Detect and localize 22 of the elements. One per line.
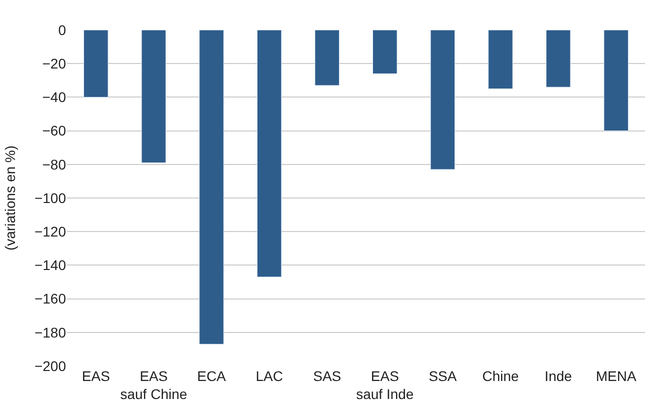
y-tick-label: −140: [34, 257, 66, 274]
x-tick-label: SAS: [313, 368, 342, 384]
y-tick-label: −120: [34, 224, 66, 240]
y-tick-label: −180: [34, 324, 66, 340]
y-tick-label: −20: [42, 56, 66, 72]
y-tick-label: 0: [58, 22, 66, 38]
y-tick-label: −60: [42, 122, 66, 139]
y-tick-label: −200: [34, 358, 66, 374]
x-tick-label: EAS sauf Inde: [356, 368, 414, 402]
x-tick-label: SSA: [428, 368, 458, 384]
y-tick-label: −80: [42, 156, 66, 172]
x-tick-label: EAS sauf Chine: [120, 368, 188, 402]
x-tick-label: Inde: [544, 368, 572, 384]
y-tick-label: −100: [34, 190, 66, 206]
x-tick-label: MENA: [596, 368, 637, 384]
x-tick-label: ECA: [197, 368, 227, 384]
y-tick-label: −40: [42, 89, 66, 106]
x-tick-label: EAS: [82, 368, 110, 384]
x-tick-label: Chine: [482, 368, 519, 384]
x-tick-label: LAC: [256, 368, 283, 384]
y-tick-label: −160: [34, 290, 66, 307]
y-axis-title: (variations en %): [2, 145, 18, 251]
